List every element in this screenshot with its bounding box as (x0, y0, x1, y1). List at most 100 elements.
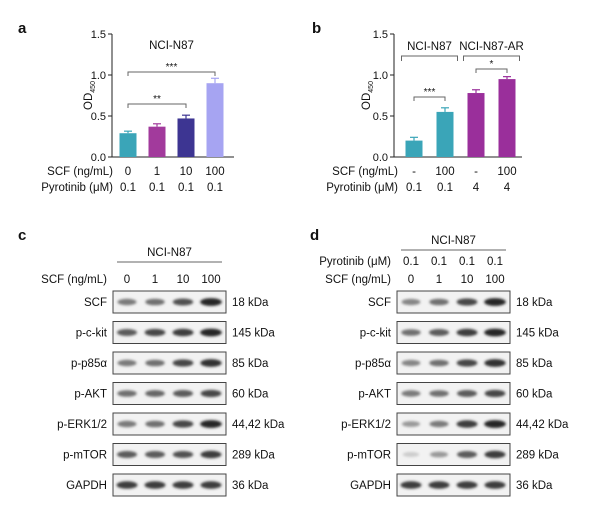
svg-text:OD450: OD450 (361, 81, 375, 110)
blot-strip-frame (112, 473, 227, 497)
panel-letter-a: a (18, 20, 27, 37)
blot-band (145, 298, 165, 306)
protein-label: p-ERK1/2 (341, 419, 391, 431)
blot-band (428, 329, 450, 336)
chart-b-error-bars (410, 76, 511, 141)
blot-band (172, 390, 194, 397)
condition-value: 4 (473, 182, 480, 194)
blot-band (200, 359, 222, 367)
blot-band (484, 298, 506, 306)
y-tick-label: 0.0 (91, 152, 106, 164)
blot-lane-value: 0.1 (459, 256, 475, 268)
blot-strip: SCF 18 kDa (368, 290, 553, 314)
molecular-weight-label: 44,42 kDa (516, 419, 569, 431)
group-label: NCI-N87-AR (459, 41, 524, 53)
blot-band (456, 420, 478, 428)
chart-b-y-label: OD450 (361, 81, 375, 110)
blot-band (116, 481, 138, 489)
protein-label: SCF (84, 297, 107, 309)
western-blot-d: NCI-N87 Pyrotinib (μM) 0.1 0.1 0.1 0.1 SCF (n… (319, 235, 569, 497)
blot-strip-frame (396, 382, 511, 405)
chart-a-condition-rows: SCF (ng/mL) 0 1 10 100 Pyrotinib (μM) 0.1 0.1 0.… (41, 166, 224, 194)
significance-label: ** (153, 94, 161, 105)
blot-strip: p-p85α 85 kDa (355, 351, 553, 375)
condition-value: 100 (205, 166, 224, 178)
blot-strip: GAPDH 36 kDa (350, 473, 553, 497)
molecular-weight-label: 44,42 kDa (232, 419, 285, 431)
significance-label: *** (166, 62, 178, 73)
y-tick-label: 1.0 (91, 70, 106, 82)
condition-value: 10 (180, 166, 193, 178)
protein-label: p-mTOR (63, 450, 107, 462)
bar (119, 133, 137, 157)
blot-band (200, 420, 222, 428)
blot-strip: SCF 18 kDa (84, 290, 269, 314)
blot-strip-frame (112, 382, 227, 405)
blot-lane-value: 100 (485, 274, 504, 286)
chart-a-ylabel-main: OD (83, 93, 95, 110)
blot-lane-value: 10 (177, 274, 190, 286)
chart-b-ylabel-main: OD (361, 93, 373, 110)
blot-band (172, 481, 194, 489)
molecular-weight-label: 145 kDa (516, 328, 559, 340)
blot-band (117, 298, 137, 306)
molecular-weight-label: 60 kDa (516, 389, 553, 401)
condition-value: 0.1 (149, 182, 165, 194)
molecular-weight-label: 145 kDa (232, 328, 275, 340)
blot-band (117, 390, 137, 397)
blot-band (429, 359, 449, 367)
blot-band (200, 328, 222, 337)
panel-letter-d: d (310, 227, 319, 244)
blot-band (144, 451, 166, 458)
condition-value: - (474, 166, 478, 178)
bar (467, 93, 485, 157)
blot-strip-frame (112, 443, 227, 466)
chart-b-ylabel-sub: 450 (368, 81, 375, 93)
svg-text:OD450: OD450 (83, 81, 97, 110)
blot-header-label: SCF (ng/mL) (41, 274, 107, 286)
blot-band (400, 481, 422, 489)
blot-lane-value: 0 (124, 274, 130, 286)
blot-band (145, 420, 165, 428)
blot-lane-value: 0.1 (403, 256, 419, 268)
blot-strip: p-mTOR 289 kDa (347, 443, 559, 466)
blot-c-cell-line: NCI-N87 (147, 247, 192, 259)
blot-band (402, 452, 420, 457)
blot-band (484, 450, 506, 459)
blot-band (117, 359, 137, 367)
y-tick-label: 1.0 (373, 70, 388, 82)
y-tick-label: 1.5 (373, 29, 388, 41)
blot-strip: p-ERK1/2 44,42 kDa (57, 412, 285, 436)
blot-lane-value: 1 (152, 274, 158, 286)
significance-bracket (127, 71, 216, 76)
chart-a-bars (119, 83, 224, 157)
group-bracket (463, 55, 520, 61)
blot-band (401, 359, 421, 367)
blot-d-header-rows: Pyrotinib (μM) 0.1 0.1 0.1 0.1 SCF (ng/mL) 0 1 1… (319, 256, 504, 286)
condition-value: 100 (435, 166, 454, 178)
blot-band (401, 329, 421, 336)
protein-label: SCF (368, 297, 391, 309)
chart-b-significance: **** (413, 59, 508, 101)
blot-band (484, 481, 506, 489)
chart-b-condition-rows: SCF (ng/mL) - 100 - 100 Pyrotinib (μM) 0.1 0.1 4… (326, 166, 516, 194)
condition-row-label: Pyrotinib (μM) (326, 182, 398, 194)
blot-strip-frame (112, 321, 227, 344)
protein-label: p-p85α (355, 358, 391, 370)
blot-band (429, 451, 449, 458)
condition-value: 4 (504, 182, 511, 194)
condition-value: 0 (125, 166, 131, 178)
condition-value: 0.1 (207, 182, 223, 194)
molecular-weight-label: 85 kDa (232, 358, 269, 370)
protein-label: p-mTOR (347, 450, 391, 462)
blot-band (401, 298, 421, 306)
molecular-weight-label: 289 kDa (516, 450, 559, 462)
chart-a-error-bars (124, 77, 219, 134)
condition-value: 100 (497, 166, 516, 178)
blot-lane-value: 0.1 (487, 256, 503, 268)
significance-label: *** (424, 87, 436, 98)
blot-lane-value: 0 (408, 274, 414, 286)
significance-label: * (490, 59, 494, 70)
molecular-weight-label: 60 kDa (232, 389, 269, 401)
blot-strip-frame (112, 351, 227, 375)
